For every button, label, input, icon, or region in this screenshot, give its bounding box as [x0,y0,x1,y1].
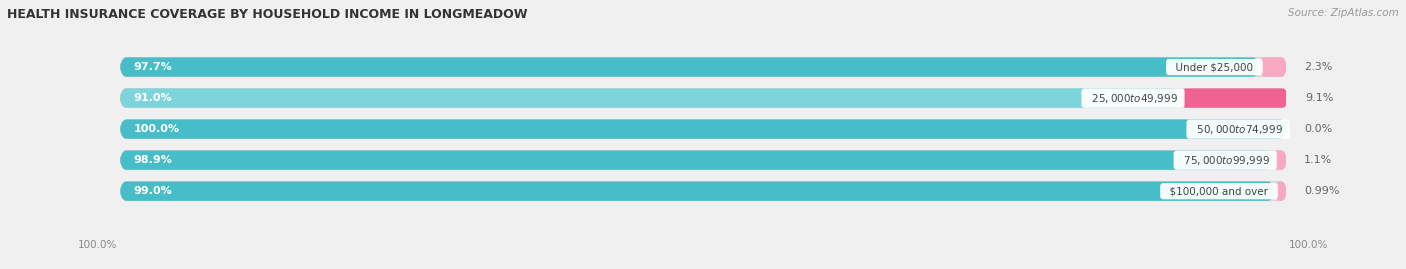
Text: 99.0%: 99.0% [134,186,173,196]
FancyBboxPatch shape [1181,89,1288,108]
Text: 1.1%: 1.1% [1303,155,1333,165]
FancyBboxPatch shape [120,119,1286,139]
Text: 9.1%: 9.1% [1305,93,1333,103]
Text: 91.0%: 91.0% [134,93,172,103]
FancyBboxPatch shape [1260,57,1286,77]
Text: 2.3%: 2.3% [1303,62,1333,72]
Text: 0.0%: 0.0% [1303,124,1333,134]
FancyBboxPatch shape [120,89,1181,108]
FancyBboxPatch shape [120,57,1260,77]
Text: 0.99%: 0.99% [1303,186,1340,196]
Text: Under $25,000: Under $25,000 [1170,62,1260,72]
Text: 98.9%: 98.9% [134,155,173,165]
Text: 97.7%: 97.7% [134,62,173,72]
FancyBboxPatch shape [120,57,1286,77]
FancyBboxPatch shape [120,151,1274,170]
FancyBboxPatch shape [120,182,1275,201]
FancyBboxPatch shape [120,151,1286,170]
FancyBboxPatch shape [1275,182,1286,201]
FancyBboxPatch shape [120,89,1286,108]
Text: Source: ZipAtlas.com: Source: ZipAtlas.com [1288,8,1399,18]
FancyBboxPatch shape [120,182,1286,201]
Text: $75,000 to $99,999: $75,000 to $99,999 [1177,154,1274,167]
Text: 100.0%: 100.0% [77,240,117,250]
Text: 100.0%: 100.0% [134,124,180,134]
FancyBboxPatch shape [120,119,1286,139]
Text: $25,000 to $49,999: $25,000 to $49,999 [1084,91,1181,105]
FancyBboxPatch shape [1274,151,1286,170]
Text: $100,000 and over: $100,000 and over [1163,186,1275,196]
Text: 100.0%: 100.0% [1289,240,1329,250]
Text: HEALTH INSURANCE COVERAGE BY HOUSEHOLD INCOME IN LONGMEADOW: HEALTH INSURANCE COVERAGE BY HOUSEHOLD I… [7,8,527,21]
Text: $50,000 to $74,999: $50,000 to $74,999 [1189,123,1286,136]
